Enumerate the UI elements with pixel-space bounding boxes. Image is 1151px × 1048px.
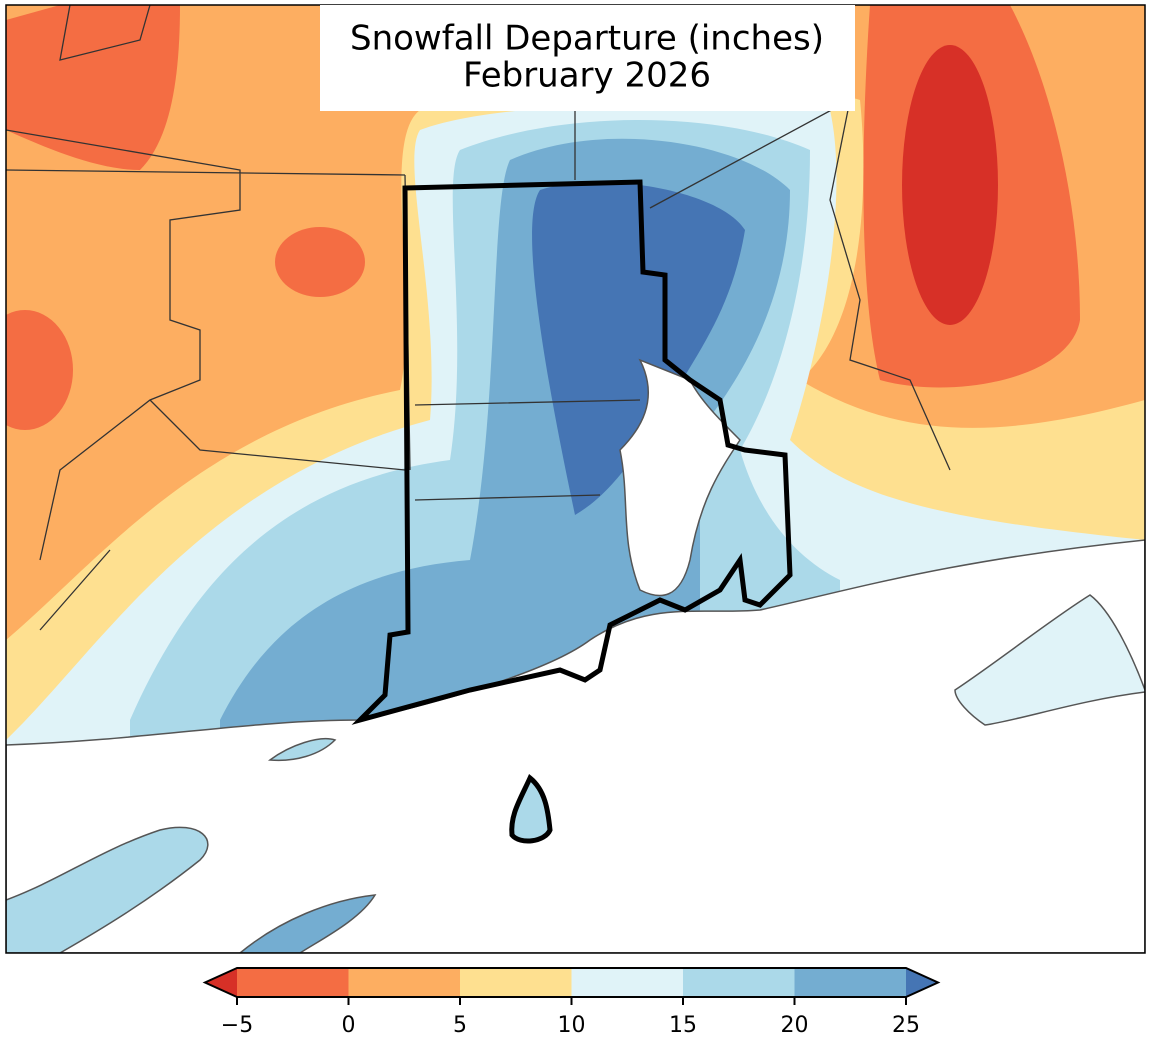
- colorbar-bin: [237, 968, 349, 997]
- map-area: [6, 5, 1145, 953]
- contour-fill: [902, 45, 998, 325]
- colorbar-under: [205, 968, 237, 997]
- land: [6, 826, 209, 953]
- colorbar: −5 0 5 10 15 20 25: [202, 967, 941, 1038]
- colorbar-bin: [683, 968, 795, 997]
- rhode-island-border: [351, 179, 793, 725]
- colorbar-tick-label: 20: [781, 1013, 809, 1038]
- contour-fill: [6, 310, 73, 430]
- land: [238, 894, 377, 953]
- colorbar-tick-label: −5: [221, 1013, 253, 1038]
- colorbar-bin: [794, 968, 906, 997]
- ocean: [6, 539, 1145, 953]
- bay: [619, 358, 741, 597]
- colorbar-bin: [571, 968, 683, 997]
- land: [267, 738, 337, 762]
- colorbar-tick-label: 25: [892, 1013, 920, 1038]
- colorbar-tick-label: 0: [342, 1013, 356, 1038]
- colorbar-tick-label: 10: [558, 1013, 586, 1038]
- colorbar-tick-label: 5: [453, 1013, 467, 1038]
- colorbar-bin: [460, 968, 572, 997]
- block-island-border: [509, 774, 553, 844]
- title-box: [320, 5, 855, 111]
- colorbar-over: [906, 968, 938, 997]
- contour-fill: [6, 5, 180, 170]
- map-subtitle: February 2026: [463, 56, 711, 96]
- contour-fill: [275, 227, 365, 297]
- colorbar-bin: [348, 968, 460, 997]
- colorbar-tick-label: 15: [669, 1013, 697, 1038]
- contour-fill: [532, 182, 745, 515]
- map-title: Snowfall Departure (inches): [350, 19, 824, 59]
